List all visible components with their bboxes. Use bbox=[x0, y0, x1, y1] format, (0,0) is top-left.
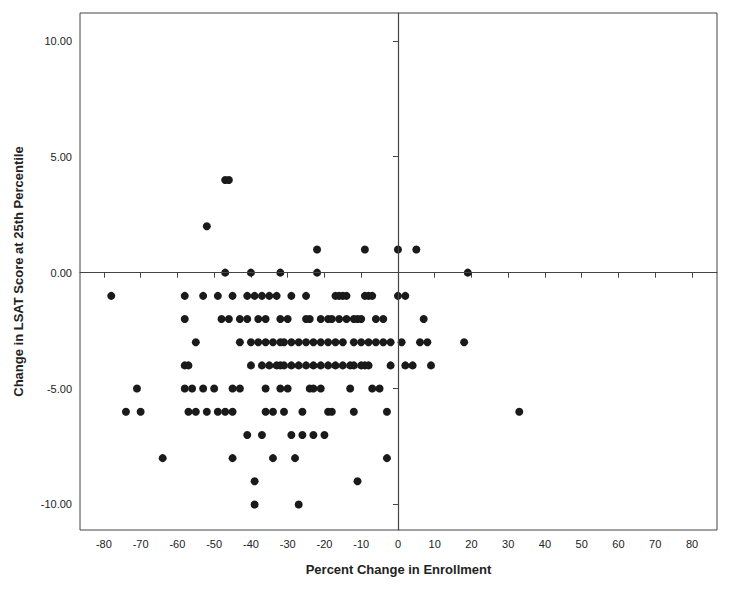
svg-text:50: 50 bbox=[576, 538, 588, 550]
svg-text:-70: -70 bbox=[133, 538, 149, 550]
svg-text:70: 70 bbox=[649, 538, 661, 550]
svg-text:Change in LSAT Score at 25th P: Change in LSAT Score at 25th Percentile bbox=[11, 146, 26, 396]
svg-text:30: 30 bbox=[502, 538, 514, 550]
svg-text:-40: -40 bbox=[243, 538, 259, 550]
svg-text:-50: -50 bbox=[206, 538, 222, 550]
svg-text:0.00: 0.00 bbox=[51, 267, 72, 279]
svg-text:5.00: 5.00 bbox=[51, 151, 72, 163]
svg-text:20: 20 bbox=[465, 538, 477, 550]
svg-text:-60: -60 bbox=[169, 538, 185, 550]
svg-text:0: 0 bbox=[395, 538, 401, 550]
svg-text:10: 10 bbox=[429, 538, 441, 550]
svg-text:-80: -80 bbox=[96, 538, 112, 550]
svg-text:-10.00: -10.00 bbox=[41, 498, 72, 510]
svg-text:60: 60 bbox=[612, 538, 624, 550]
svg-text:Percent Change in Enrollment: Percent Change in Enrollment bbox=[306, 562, 492, 577]
svg-text:10.00: 10.00 bbox=[44, 35, 72, 47]
svg-text:-20: -20 bbox=[316, 538, 332, 550]
svg-text:40: 40 bbox=[539, 538, 551, 550]
svg-text:-10: -10 bbox=[353, 538, 369, 550]
svg-text:-30: -30 bbox=[280, 538, 296, 550]
svg-text:-5.00: -5.00 bbox=[47, 383, 72, 395]
svg-text:80: 80 bbox=[686, 538, 698, 550]
